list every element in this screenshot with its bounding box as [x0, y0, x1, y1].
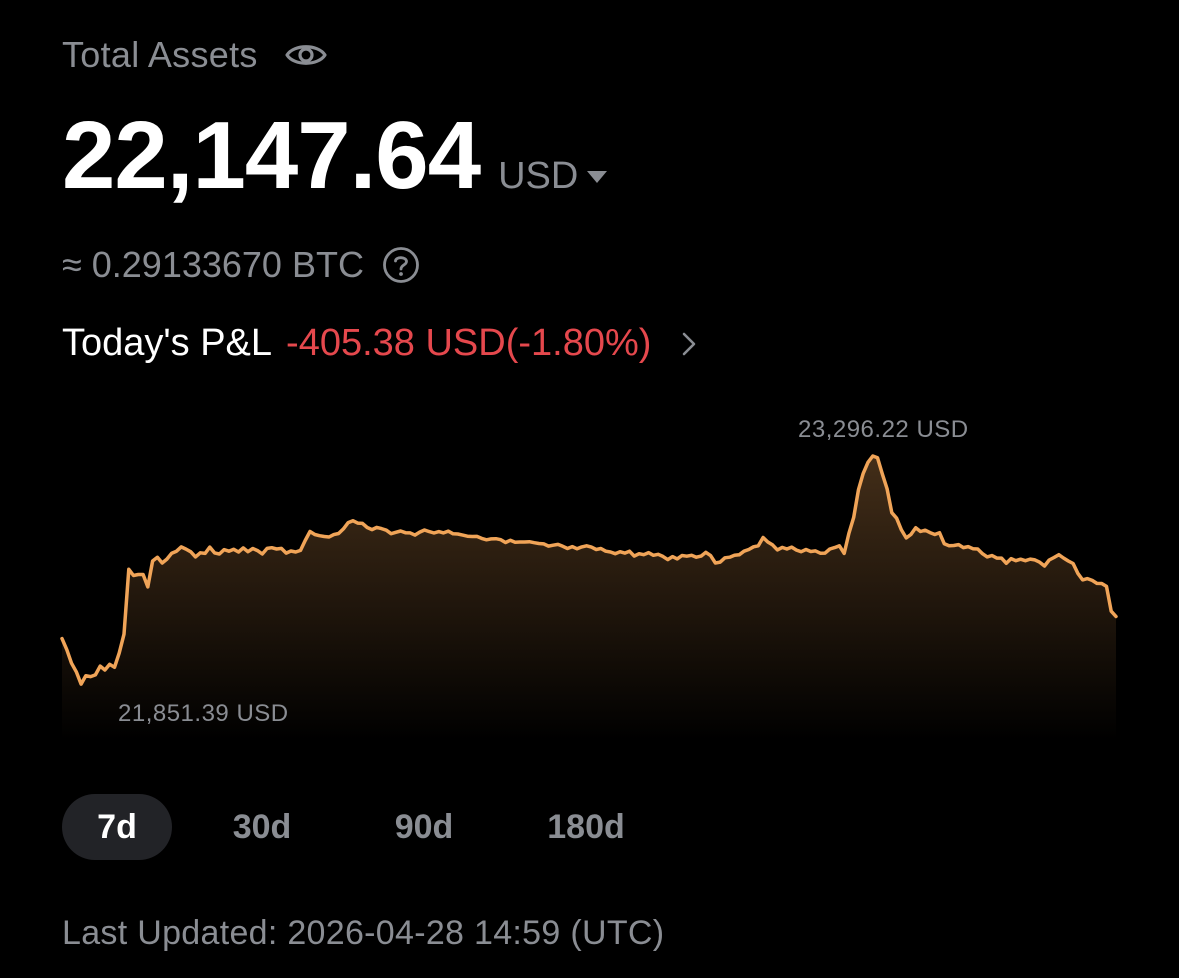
- pnl-value: -405.38 USD(-1.80%): [286, 322, 652, 364]
- question-circle-icon[interactable]: [382, 246, 420, 284]
- btc-equivalent-row: ≈ 0.29133670 BTC: [62, 244, 420, 286]
- caret-down-icon: [587, 170, 608, 183]
- page-title: Total Assets: [62, 34, 258, 75]
- help-icon-graphic: [383, 247, 419, 283]
- range-tabs: 7d 30d 90d 180d: [62, 794, 646, 860]
- tab-90d[interactable]: 90d: [394, 807, 454, 846]
- tab-180d[interactable]: 180d: [547, 807, 625, 846]
- todays-pnl-row[interactable]: Today's P&L -405.38 USD(-1.80%): [62, 322, 697, 365]
- btc-equivalent: ≈ 0.29133670 BTC: [62, 244, 364, 285]
- chevron-right-icon: [683, 332, 696, 355]
- last-updated: Last Updated: 2026-04-28 14:59 (UTC): [62, 914, 665, 952]
- chart-max-label: 23,296.22 USD: [798, 416, 969, 443]
- chart-series-line: [60, 454, 1118, 686]
- currency-selector[interactable]: USD: [498, 155, 608, 198]
- chart-area-fill: [62, 456, 1116, 740]
- eye-icon[interactable]: [284, 40, 328, 70]
- asset-chart[interactable]: [0, 400, 1179, 760]
- eye-icon-graphic: [285, 45, 327, 65]
- total-balance: 22,147.64: [62, 102, 481, 209]
- pnl-label: Today's P&L: [62, 322, 273, 364]
- title-row: Total Assets: [62, 34, 328, 76]
- balance-row: 22,147.64 USD: [62, 108, 608, 204]
- asset-chart-svg: [60, 454, 1118, 740]
- chart-min-label: 21,851.39 USD: [118, 700, 289, 727]
- tab-30d[interactable]: 30d: [232, 807, 292, 846]
- currency-label: USD: [498, 155, 579, 197]
- tab-7d[interactable]: 7d: [62, 794, 172, 860]
